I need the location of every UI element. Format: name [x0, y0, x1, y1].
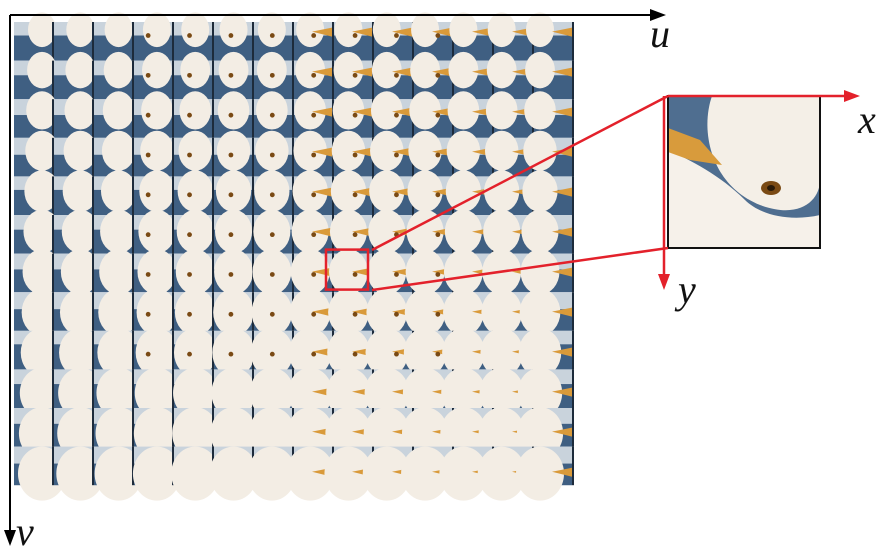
grid-cell: [14, 12, 56, 60]
grid-cell: [331, 170, 374, 215]
grid-cell: [214, 210, 254, 254]
zoomed-subaperture-image: [668, 96, 820, 248]
grid-cell: [94, 170, 136, 215]
u-axis-label: u: [650, 14, 670, 54]
grid-cell: [54, 210, 99, 254]
grid-cell: [411, 12, 454, 60]
grid-cell: [520, 289, 574, 336]
grid-cell: [134, 210, 175, 254]
grid-cell: [516, 447, 574, 501]
grid-cell: [330, 210, 374, 254]
v-axis-label: v: [16, 512, 34, 552]
grid-cell: [174, 170, 214, 215]
grid-cell: [54, 249, 100, 294]
grid-cell: [134, 170, 175, 215]
grid-cell: [521, 210, 574, 254]
grid-cell: [373, 12, 414, 60]
grid-cell: [94, 249, 138, 294]
grid-cell: [449, 12, 494, 60]
grid-cell: [14, 170, 60, 215]
grid-cell: [214, 249, 254, 294]
grid-cell: [54, 12, 94, 60]
grid-cell: [54, 170, 98, 215]
grid-cell: [214, 170, 254, 215]
grid-cell: [14, 210, 61, 254]
grid-cell: [369, 170, 414, 215]
grid-cell: [174, 249, 215, 294]
grid-cell: [521, 249, 574, 294]
y-axis-label: y: [678, 270, 696, 310]
grid-cell: [253, 210, 294, 254]
grid-cell: [291, 249, 334, 294]
grid-cell: [293, 170, 334, 215]
light-field-grid: [14, 12, 574, 500]
grid-cell: [134, 249, 176, 294]
grid-cell: [254, 170, 294, 215]
grid-cell: [94, 210, 137, 254]
grid-cell: [252, 249, 294, 294]
grid-cell: [292, 210, 334, 254]
x-axis-label: x: [858, 100, 876, 140]
grid-cell: [488, 12, 534, 60]
grid-cell: [174, 210, 214, 254]
grid-cell: [522, 170, 574, 215]
